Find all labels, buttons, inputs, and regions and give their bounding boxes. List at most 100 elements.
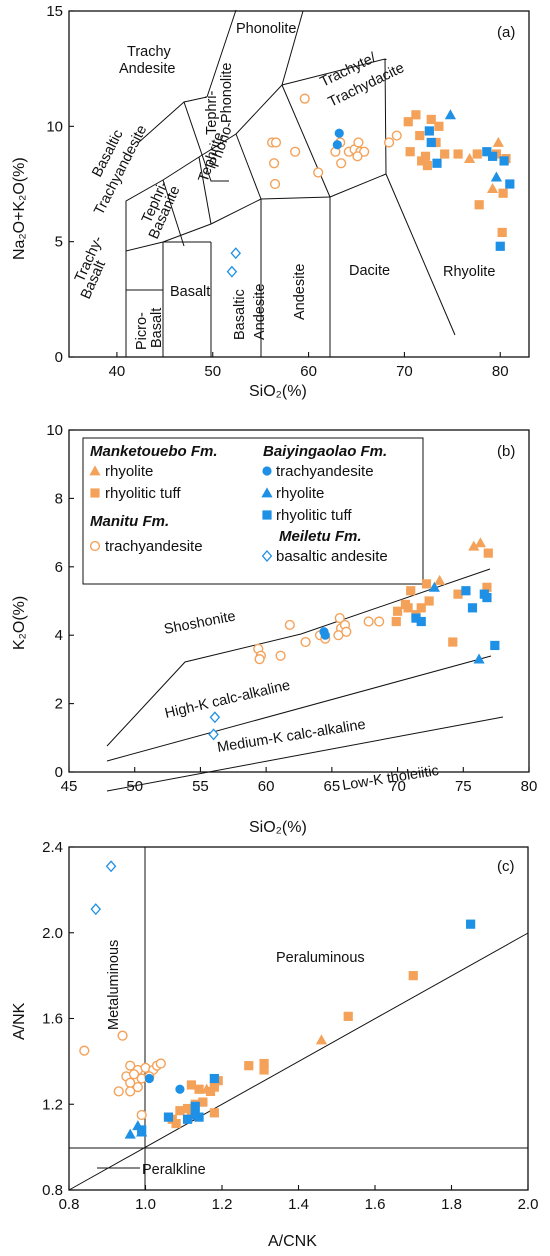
- data-point-square: [495, 241, 505, 251]
- x-tick-label: 70: [389, 778, 406, 795]
- data-point-diamond-open: [230, 247, 242, 260]
- field-label-rhyolite: Rhyolite: [443, 264, 495, 280]
- data-point-square: [403, 117, 413, 127]
- data-point-circle-open: [155, 1058, 166, 1069]
- data-point-square: [426, 137, 436, 148]
- field-label-basalt-2: Basalt: [170, 284, 210, 300]
- data-point-square: [482, 147, 492, 157]
- data-point-square: [391, 616, 401, 627]
- plot-frame: [68, 10, 530, 358]
- y-tick-label: 2.4: [42, 839, 63, 856]
- data-point-square: [448, 637, 458, 647]
- anknk-field-labels: Metaluminous Peraluminous Peralkline: [106, 940, 365, 1178]
- field-label-phonolite: Phonolite: [236, 21, 296, 37]
- legend-label-ml-basaltic-andesite: basaltic andesite: [276, 548, 388, 565]
- k2o-field-labels: Shoshonite High-K calc-alkaline Medium-K…: [163, 608, 440, 794]
- x-tick-label: 0.8: [59, 1196, 80, 1213]
- field-label-trachy: Trachy: [127, 44, 172, 60]
- data-point-triangle: [434, 574, 446, 585]
- data-point-square: [209, 1073, 219, 1084]
- panel-c-x-axis-label: A/CNK: [268, 1233, 317, 1250]
- data-point-square: [420, 151, 431, 161]
- data-point-square: [466, 919, 476, 929]
- y-tick-label: 8: [55, 490, 63, 507]
- data-point-square: [175, 1106, 185, 1116]
- data-point-square: [259, 1058, 269, 1069]
- field-label-andesite-3: Andesite: [292, 264, 308, 320]
- data-point-circle: [175, 1084, 185, 1094]
- panel-label-c: (c): [497, 858, 515, 875]
- x-tick-label: 80: [492, 363, 509, 380]
- panel-c-anknk-diagram: Metaluminous Peraluminous Peralkline (c)…: [11, 839, 538, 1250]
- data-point-diamond-open: [208, 728, 219, 741]
- data-point-circle-open: [125, 1086, 136, 1097]
- data-point-square: [186, 1080, 196, 1090]
- data-point-circle-open: [275, 650, 286, 661]
- legend-label-by-tuff: rhyolitic tuff: [276, 507, 352, 524]
- data-point-triangle: [124, 1128, 136, 1139]
- data-point-square: [408, 971, 418, 981]
- data-point-circle-open: [359, 146, 370, 157]
- data-point-triangle: [490, 171, 503, 182]
- data-point-square: [343, 1011, 353, 1021]
- data-point-circle-open: [352, 151, 363, 162]
- data-point-circle-open: [383, 137, 395, 148]
- y-tick-label: 10: [46, 422, 63, 439]
- legend-marker-circle-open: [89, 540, 101, 552]
- y-tick-label: 0: [55, 349, 63, 366]
- panel-b-y-axis-label: K₂O(%): [11, 596, 28, 650]
- data-point-diamond-open: [105, 860, 117, 873]
- data-point-circle-open: [136, 1109, 147, 1121]
- panel-label-b: (b): [497, 443, 515, 460]
- data-point-square: [499, 156, 509, 166]
- data-point-square: [432, 158, 442, 168]
- legend-title-manketouebo: Manketouebo Fm.: [90, 443, 218, 460]
- panel-label-a: (a): [497, 24, 515, 41]
- anknk-boundaries: [68, 847, 529, 1191]
- data-point-square: [406, 586, 416, 596]
- field-label-shoshonite: Shoshonite: [163, 608, 237, 638]
- legend-marker-triangle: [261, 487, 273, 498]
- tas-field-labels: Phonolite Trachy Andesite Tephri- Phonol…: [72, 21, 495, 350]
- x-tick-label: 1.2: [212, 1196, 233, 1213]
- data-point-square: [417, 156, 427, 166]
- y-tick-label: 2.0: [42, 925, 63, 942]
- data-point-circle-open: [284, 619, 295, 631]
- data-point-triangle: [468, 540, 480, 551]
- data-point-circle-open: [336, 158, 347, 169]
- x-tick-label: 1.6: [365, 1196, 386, 1213]
- data-point-square: [411, 110, 421, 120]
- x-tick-label: 1.0: [135, 1196, 156, 1213]
- data-point-square: [431, 137, 441, 148]
- data-point-square: [171, 1118, 181, 1129]
- legend-title-meiletu: Meiletu Fm.: [279, 528, 362, 545]
- x-tick-label: 70: [396, 363, 413, 380]
- data-point-square: [244, 1061, 254, 1071]
- field-label-picro: Picro-: [134, 312, 150, 350]
- data-point-square: [490, 640, 500, 651]
- data-point-triangle: [473, 653, 485, 664]
- y-tick-label: 10: [46, 118, 63, 135]
- data-point-square: [411, 613, 421, 623]
- panel-b-data-points: [208, 537, 500, 741]
- data-point-triangle: [428, 581, 440, 592]
- x-tick-label: 80: [521, 778, 538, 795]
- legend-marker-square: [90, 488, 100, 498]
- data-point-square: [482, 592, 492, 603]
- data-point-circle-open: [270, 137, 282, 148]
- x-tick-label: 50: [204, 363, 221, 380]
- x-tick-label: 1.8: [441, 1196, 462, 1213]
- data-point-square: [461, 586, 471, 596]
- data-point-square: [259, 1065, 269, 1075]
- x-tick-label: 50: [126, 778, 143, 795]
- panel-c-data-points: [79, 860, 476, 1139]
- data-point-square: [472, 149, 482, 159]
- data-point-circle: [334, 128, 344, 138]
- data-point-square: [453, 149, 463, 159]
- data-point-square: [424, 126, 434, 136]
- legend-label-mk-rhyolite: rhyolite: [105, 463, 153, 480]
- legend-title-baiyingaolao: Baiyingaolao Fm.: [263, 443, 387, 460]
- panel-a-x-axis-label: SiO₂(%): [249, 383, 307, 400]
- x-tick-label: 2.0: [518, 1196, 539, 1213]
- data-point-square: [422, 160, 433, 171]
